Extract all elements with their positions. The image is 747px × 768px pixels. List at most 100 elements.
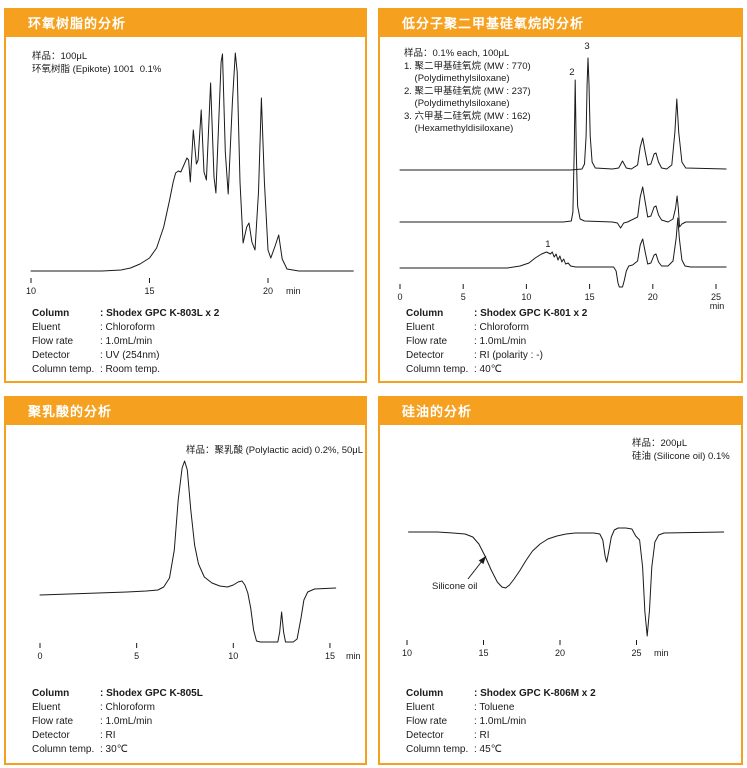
panel-body-epoxy-resin: 10 15 20 min 样品：100μL 环氧树脂 (Epikote) 1001 0.… <box>6 37 365 381</box>
axis-tick-label: 20 <box>263 286 273 296</box>
sample-info-silicone-oil: 样品：200μL 硅油 (Silicone oil) 0.1% <box>632 438 730 463</box>
condition-value: : RI (polarity : -) <box>474 350 543 361</box>
axis-tick-label: 15 <box>144 286 154 296</box>
axis-tick-label: 15 <box>325 651 335 661</box>
condition-row: Eluent: Toluene <box>406 701 596 715</box>
axis-tick-label: 10 <box>228 651 238 661</box>
condition-label: Column temp. <box>406 364 469 375</box>
panel-epoxy-resin: 环氧树脂的分析 10 15 20 min 样品：100μL 环氧树脂 (Epikote)… <box>4 8 367 383</box>
sample-line: 1. 聚二甲基硅氧烷 (MW : 770) <box>404 60 531 72</box>
condition-row: Eluent: Chloroform <box>406 321 587 335</box>
panel-silicone-oil: 硅油的分析 10 15 20 25 min Silicone oil 样品：200μL 硅油… <box>378 396 743 765</box>
condition-value: : Chloroform <box>100 702 156 713</box>
sample-line: 3. 六甲基二硅氧烷 (MW : 162) <box>404 110 531 122</box>
condition-row: Detector: UV (254nm) <box>32 349 219 363</box>
condition-label: Flow rate <box>406 336 448 347</box>
chromatogram-trace <box>399 217 727 288</box>
condition-row: Column : Shodex GPC K-803L x 2 <box>32 307 219 321</box>
condition-value: : RI <box>100 730 116 741</box>
condition-value: : Room temp. <box>100 364 161 375</box>
condition-label: Eluent <box>32 322 61 333</box>
condition-label: Eluent <box>32 702 61 713</box>
condition-row: Column : Shodex GPC K-801 x 2 <box>406 307 587 321</box>
axis-tick-label: 5 <box>134 651 139 661</box>
chromatogram-silicone-oil: 10 15 20 25 min Silicone oil <box>402 527 725 658</box>
condition-label: Detector <box>32 730 70 741</box>
condition-label: Column temp. <box>32 744 95 755</box>
axis-tick-label: 10 <box>26 286 36 296</box>
axis-tick-label: 15 <box>585 292 595 302</box>
peak-number-label: 1 <box>545 239 550 250</box>
panel-polylactic-acid: 聚乳酸的分析 0 5 10 15 min 样品：聚乳酸 (Polylactic acid… <box>4 396 367 765</box>
condition-label: Eluent <box>406 702 435 713</box>
sample-line: (Polydimethylsiloxane) <box>404 73 510 84</box>
condition-row: Detector : RI <box>32 729 203 743</box>
condition-value: : 40℃ <box>474 364 502 375</box>
panel-title-polylactic-acid: 聚乳酸的分析 <box>6 398 365 425</box>
panel-body-silicone-oil: 10 15 20 25 min Silicone oil 样品：200μL 硅油 (Sili… <box>380 425 741 763</box>
annotation-text: Silicone oil <box>432 581 477 592</box>
condition-value: : Shodex GPC K-801 x 2 <box>474 308 588 319</box>
axis-tick-label: 25 <box>631 648 641 658</box>
annotation-arrowhead <box>478 556 486 565</box>
peak-number-label: 3 <box>584 41 589 52</box>
panel-body-polydimethylsiloxane: 0 5 10 15 20 25 min 1 2 3 样品：0.1% each, 100μL 1. 聚… <box>380 37 741 381</box>
condition-label: Detector <box>406 350 444 361</box>
condition-row: Column temp. : 40℃ <box>406 363 587 377</box>
condition-label: Column <box>406 688 444 699</box>
condition-row: Detector: RI <box>406 729 596 743</box>
sample-line: (Polydimethylsiloxane) <box>404 98 510 109</box>
condition-value: : RI <box>474 730 490 741</box>
condition-row: Eluent : Chloroform <box>32 321 219 335</box>
x-axis-unit: min <box>286 286 301 296</box>
sample-line: 样品：0.1% each, 100μL <box>404 48 510 59</box>
condition-label: Column temp. <box>406 744 469 755</box>
sample-line: 环氧树脂 (Epikote) 1001 0.1% <box>32 63 162 75</box>
condition-value: : 1.0mL/min <box>474 716 527 727</box>
condition-value: : 1.0mL/min <box>100 336 153 347</box>
chromatogram-trace <box>30 52 354 272</box>
sample-line: 样品：100μL <box>32 51 88 62</box>
column-conditions-epoxy-resin: Column : Shodex GPC K-803L x 2 Eluent : Chl… <box>32 307 219 377</box>
condition-label: Column <box>32 308 70 319</box>
panel-title-silicone-oil: 硅油的分析 <box>380 398 741 425</box>
chromatogram-trace <box>408 527 725 637</box>
axis-tick-label: 0 <box>397 292 402 302</box>
sample-info-polylactic-acid: 样品：聚乳酸 (Polylactic acid) 0.2%, 50μL <box>186 445 363 458</box>
sample-info-polydimethylsiloxane: 样品：0.1% each, 100μL 1. 聚二甲基硅氧烷 (MW : 770)… <box>404 48 531 136</box>
condition-value: : 1.0mL/min <box>100 716 153 727</box>
column-conditions-polydimethylsiloxane: Column : Shodex GPC K-801 x 2 Eluent: Chlo… <box>406 307 587 377</box>
condition-value: : 45℃ <box>474 744 502 755</box>
condition-label: Flow rate <box>32 336 74 347</box>
chromatogram-trace <box>39 460 337 643</box>
x-axis-unit: min <box>654 648 669 658</box>
condition-label: Detector <box>32 350 70 361</box>
condition-row: Column : Shodex GPC K-806M x 2 <box>406 687 596 701</box>
condition-row: Column temp. : Room temp. <box>32 363 219 377</box>
chromatogram-trace <box>399 57 727 171</box>
condition-label: Column <box>406 308 444 319</box>
condition-value: : Shodex GPC K-805L <box>100 688 203 699</box>
condition-value: : 30℃ <box>100 744 128 755</box>
condition-label: Column temp. <box>32 364 95 375</box>
condition-row: Column temp. : 45℃ <box>406 743 596 757</box>
axis-tick-label: 25 <box>711 292 721 302</box>
condition-value: : Shodex GPC K-806M x 2 <box>474 688 596 699</box>
condition-label: Flow rate <box>406 716 448 727</box>
column-conditions-silicone-oil: Column : Shodex GPC K-806M x 2 Eluent: Tol… <box>406 687 596 757</box>
peak-number-label: 2 <box>569 67 574 78</box>
condition-row: Eluent : Chloroform <box>32 701 203 715</box>
chromatogram-trace <box>399 79 727 229</box>
axis-tick-label: 20 <box>648 292 658 302</box>
condition-value: : Shodex GPC K-803L x 2 <box>100 308 220 319</box>
axis-tick-label: 0 <box>37 651 42 661</box>
condition-value: : Chloroform <box>100 322 156 333</box>
condition-label: Eluent <box>406 322 435 333</box>
sample-line: 硅油 (Silicone oil) 0.1% <box>632 450 730 462</box>
panel-body-polylactic-acid: 0 5 10 15 min 样品：聚乳酸 (Polylactic acid) 0.2%,… <box>6 425 365 763</box>
panel-polydimethylsiloxane: 低分子聚二甲基硅氧烷的分析 0 5 10 15 20 25 min 1 2 3 样品：0.1% e… <box>378 8 743 383</box>
condition-row: Column temp. : 30℃ <box>32 743 203 757</box>
chromatogram-epoxy-resin: 10 15 20 min <box>26 52 354 296</box>
axis-tick-label: 10 <box>402 648 412 658</box>
